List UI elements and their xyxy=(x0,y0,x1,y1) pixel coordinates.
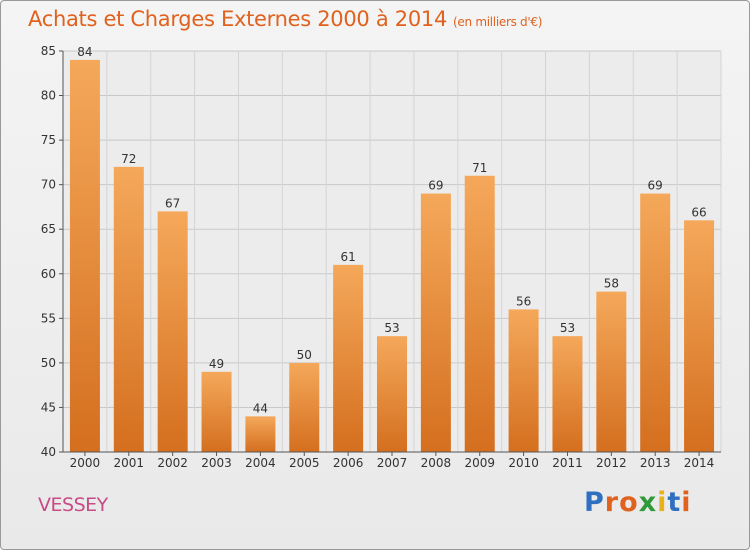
logo-letter: i xyxy=(657,487,668,518)
data-label: 50 xyxy=(297,348,312,362)
bar-2014[interactable] xyxy=(684,220,715,452)
data-label: 72 xyxy=(121,152,136,166)
logo-letter: i xyxy=(681,487,692,518)
y-tick-label: 85 xyxy=(41,44,56,58)
logo-letter: t xyxy=(667,487,682,518)
data-label: 69 xyxy=(648,179,663,193)
x-tick-label: 2004 xyxy=(245,456,276,470)
proxiti-logo[interactable]: Proxiti xyxy=(584,487,692,518)
y-tick-label: 40 xyxy=(41,445,56,459)
data-label: 56 xyxy=(516,294,531,308)
y-tick-label: 55 xyxy=(41,311,56,325)
y-tick-label: 45 xyxy=(41,400,56,414)
y-tick-label: 75 xyxy=(41,133,56,147)
x-tick-label: 2013 xyxy=(640,456,671,470)
x-tick-label: 2010 xyxy=(508,456,539,470)
bar-2000[interactable] xyxy=(69,59,100,453)
y-tick-label: 70 xyxy=(41,178,56,192)
bar-2011[interactable] xyxy=(552,336,583,452)
bar-2010[interactable] xyxy=(508,309,539,452)
data-label: 71 xyxy=(472,161,487,175)
x-tick-label: 2002 xyxy=(157,456,188,470)
axes: 40 45 50 55 60 65 70 75 80 85 2000 2001 2002 2003 2004… xyxy=(41,44,721,470)
unit-label: (en milliers d'€) xyxy=(453,15,543,29)
bar-2005[interactable] xyxy=(289,362,320,452)
x-tick-label: 2003 xyxy=(201,456,232,470)
bar-2002[interactable] xyxy=(157,211,188,452)
chart-title: Achats et Charges Externes 2000 à 2014 (e… xyxy=(28,7,542,31)
bar-2001[interactable] xyxy=(113,166,144,452)
x-tick-label: 2006 xyxy=(333,456,364,470)
bar-2007[interactable] xyxy=(377,336,407,452)
title-text: Achats et Charges Externes 2000 à 2014 xyxy=(28,7,448,31)
logo-letter: P xyxy=(584,487,605,518)
x-tick-label: 2012 xyxy=(596,456,627,470)
x-tick-label: 2005 xyxy=(289,456,320,470)
bar-2003[interactable] xyxy=(201,371,232,452)
data-label: 58 xyxy=(604,277,619,291)
data-label: 84 xyxy=(77,45,92,59)
data-label: 69 xyxy=(428,179,443,193)
x-tick-label: 2011 xyxy=(552,456,583,470)
data-label: 67 xyxy=(165,196,180,210)
bar-2004[interactable] xyxy=(245,416,276,452)
bar-2013[interactable] xyxy=(640,193,671,453)
x-tick-label: 2008 xyxy=(421,456,452,470)
y-tick-label: 65 xyxy=(41,222,56,236)
logo-letter: x xyxy=(638,487,658,518)
bar-2006[interactable] xyxy=(333,264,364,452)
bars: 84 72 67 49 44 50 61 53 69 71 56 53 58 69 66 xyxy=(69,45,715,453)
logo-letter: r xyxy=(604,487,620,518)
bar-2009[interactable] xyxy=(464,175,495,452)
data-label: 66 xyxy=(691,205,706,219)
x-tick-label: 2007 xyxy=(377,456,408,470)
data-label: 61 xyxy=(340,250,355,264)
x-tick-label: 2009 xyxy=(464,456,495,470)
y-tick-label: 50 xyxy=(41,356,56,370)
x-tick-label: 2001 xyxy=(114,456,145,470)
logo-letter: o xyxy=(619,487,639,518)
data-label: 53 xyxy=(384,321,399,335)
bar-2008[interactable] xyxy=(420,193,451,453)
bar-2012[interactable] xyxy=(596,291,627,452)
y-tick-label: 60 xyxy=(41,267,56,281)
x-tick-label: 2000 xyxy=(70,456,101,470)
x-tick-label: 2014 xyxy=(684,456,715,470)
data-label: 49 xyxy=(209,357,224,371)
place-name: VESSEY xyxy=(38,494,108,516)
data-label: 44 xyxy=(253,401,268,415)
y-tick-label: 80 xyxy=(41,89,56,103)
data-label: 53 xyxy=(560,321,575,335)
